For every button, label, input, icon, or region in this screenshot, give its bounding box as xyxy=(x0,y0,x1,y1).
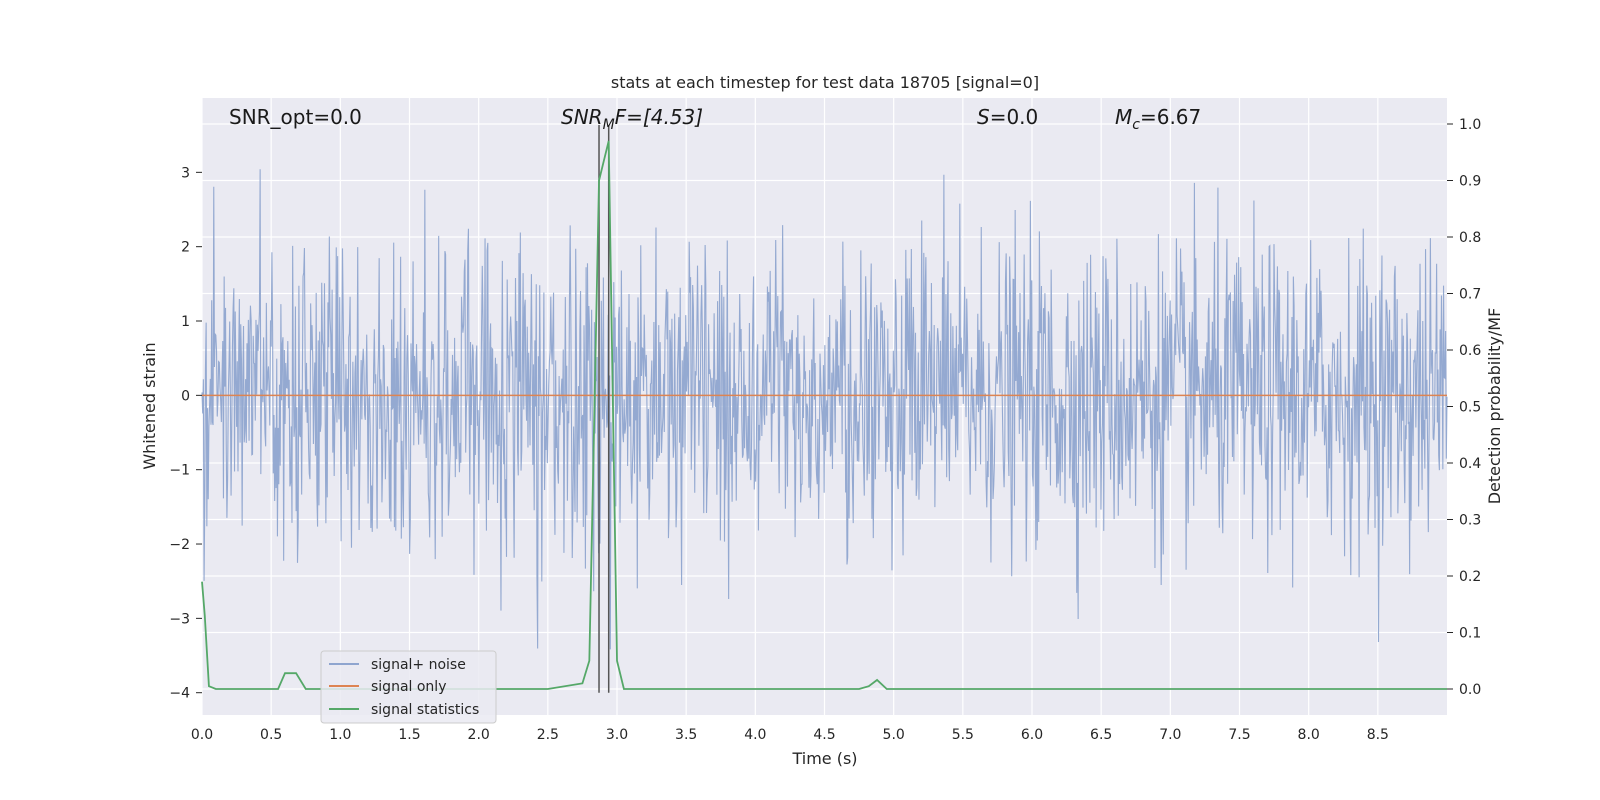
x-tick-label-4: 2.0 xyxy=(468,727,490,743)
stat-layer xyxy=(201,140,1447,690)
legend: signal+ noise signal only signal statist… xyxy=(320,650,497,724)
annotation-s-main: S xyxy=(977,105,990,129)
y-left-tick-label-1: 2 xyxy=(181,240,190,256)
x-tick-label-8: 4.0 xyxy=(744,727,766,743)
annotation-snr-mf: SNRMF=[4.53] xyxy=(561,105,703,133)
x-tick-label-12: 6.0 xyxy=(1021,727,1043,743)
y-left-tick-label-2: 1 xyxy=(181,314,190,330)
legend-label-signal-noise: signal+ noise xyxy=(371,657,466,673)
y-left-tick-label-0: 3 xyxy=(181,165,190,181)
y-right-tick-label-2: 0.8 xyxy=(1459,230,1481,246)
x-tick-label-11: 5.5 xyxy=(952,727,974,743)
noise-layer xyxy=(201,169,1448,650)
y-right-tick-label-3: 0.7 xyxy=(1459,286,1481,302)
x-tick-layer: 0.0 0.5 1.0 1.5 2.0 2.5 3.0 3.5 4.0 4.5 5.0 5.5 6.0 6… xyxy=(191,727,1389,743)
y-right-tick-label-9: 0.1 xyxy=(1459,626,1481,642)
y-right-tick-label-0: 1.0 xyxy=(1459,117,1481,133)
y-left-axis-label: Whitened strain xyxy=(140,342,159,469)
x-tick-label-6: 3.0 xyxy=(606,727,628,743)
x-tick-label-7: 3.5 xyxy=(675,727,697,743)
x-tick-label-16: 8.0 xyxy=(1298,727,1320,743)
x-tick-label-9: 4.5 xyxy=(813,727,835,743)
annotation-snr-mf-rest: F=[4.53] xyxy=(615,105,703,129)
series-signal-statistics-line xyxy=(201,140,1447,690)
annotation-snr-mf-main: SNR xyxy=(561,105,603,129)
y-right-tick-label-6: 0.4 xyxy=(1459,456,1481,472)
y-right-tick-label-4: 0.6 xyxy=(1459,343,1481,359)
legend-label-signal-statistics: signal statistics xyxy=(371,702,479,718)
y-right-tick-label-7: 0.3 xyxy=(1459,513,1481,529)
annotation-s: S=0.0 xyxy=(977,105,1038,129)
annotation-snr-mf-sub: M xyxy=(603,117,615,133)
y-left-tick-label-7: −4 xyxy=(169,686,190,702)
annotation-mc-main: M xyxy=(1115,105,1132,129)
annotation-mc-rest: =6.67 xyxy=(1140,105,1201,129)
chart-title: stats at each timestep for test data 187… xyxy=(611,73,1039,92)
legend-label-signal-only: signal only xyxy=(371,679,446,695)
y-right-tick-label-10: 0.0 xyxy=(1459,682,1481,698)
y-left-tick-label-5: −2 xyxy=(169,537,190,553)
y-right-tick-label-5: 0.5 xyxy=(1459,400,1481,416)
x-tick-label-15: 7.5 xyxy=(1228,727,1250,743)
y-right-tick-label-8: 0.2 xyxy=(1459,569,1481,585)
x-tick-label-13: 6.5 xyxy=(1090,727,1112,743)
y-right-tick-layer: 1.0 0.9 0.8 0.7 0.6 0.5 0.4 0.3 0.2 0.1 0.0 xyxy=(1447,117,1481,698)
annotation-mc: Mc=6.67 xyxy=(1115,105,1201,133)
y-right-tick-label-1: 0.9 xyxy=(1459,173,1481,189)
x-tick-label-0: 0.0 xyxy=(191,727,213,743)
y-left-tick-label-6: −3 xyxy=(169,611,190,627)
legend-box xyxy=(320,650,497,724)
y-left-tick-label-4: −1 xyxy=(169,463,190,479)
x-tick-label-17: 8.5 xyxy=(1367,727,1389,743)
x-axis-label: Time (s) xyxy=(791,749,857,768)
annotation-snr-opt: SNR_opt=0.0 xyxy=(229,105,362,129)
annotation-mc-sub: c xyxy=(1132,117,1140,133)
series-signal-noise-line xyxy=(201,169,1448,650)
x-tick-label-14: 7.0 xyxy=(1159,727,1181,743)
y-left-tick-layer: 3 2 1 0 −1 −2 −3 −4 xyxy=(169,165,202,702)
x-tick-label-2: 1.0 xyxy=(329,727,351,743)
x-tick-label-5: 2.5 xyxy=(537,727,559,743)
x-tick-label-3: 1.5 xyxy=(398,727,420,743)
y-right-axis-label: Detection probability/MF xyxy=(1485,308,1504,505)
x-tick-label-1: 0.5 xyxy=(260,727,282,743)
y-left-tick-label-3: 0 xyxy=(181,388,190,404)
x-tick-label-10: 5.0 xyxy=(883,727,905,743)
annotation-s-rest: =0.0 xyxy=(990,105,1039,129)
